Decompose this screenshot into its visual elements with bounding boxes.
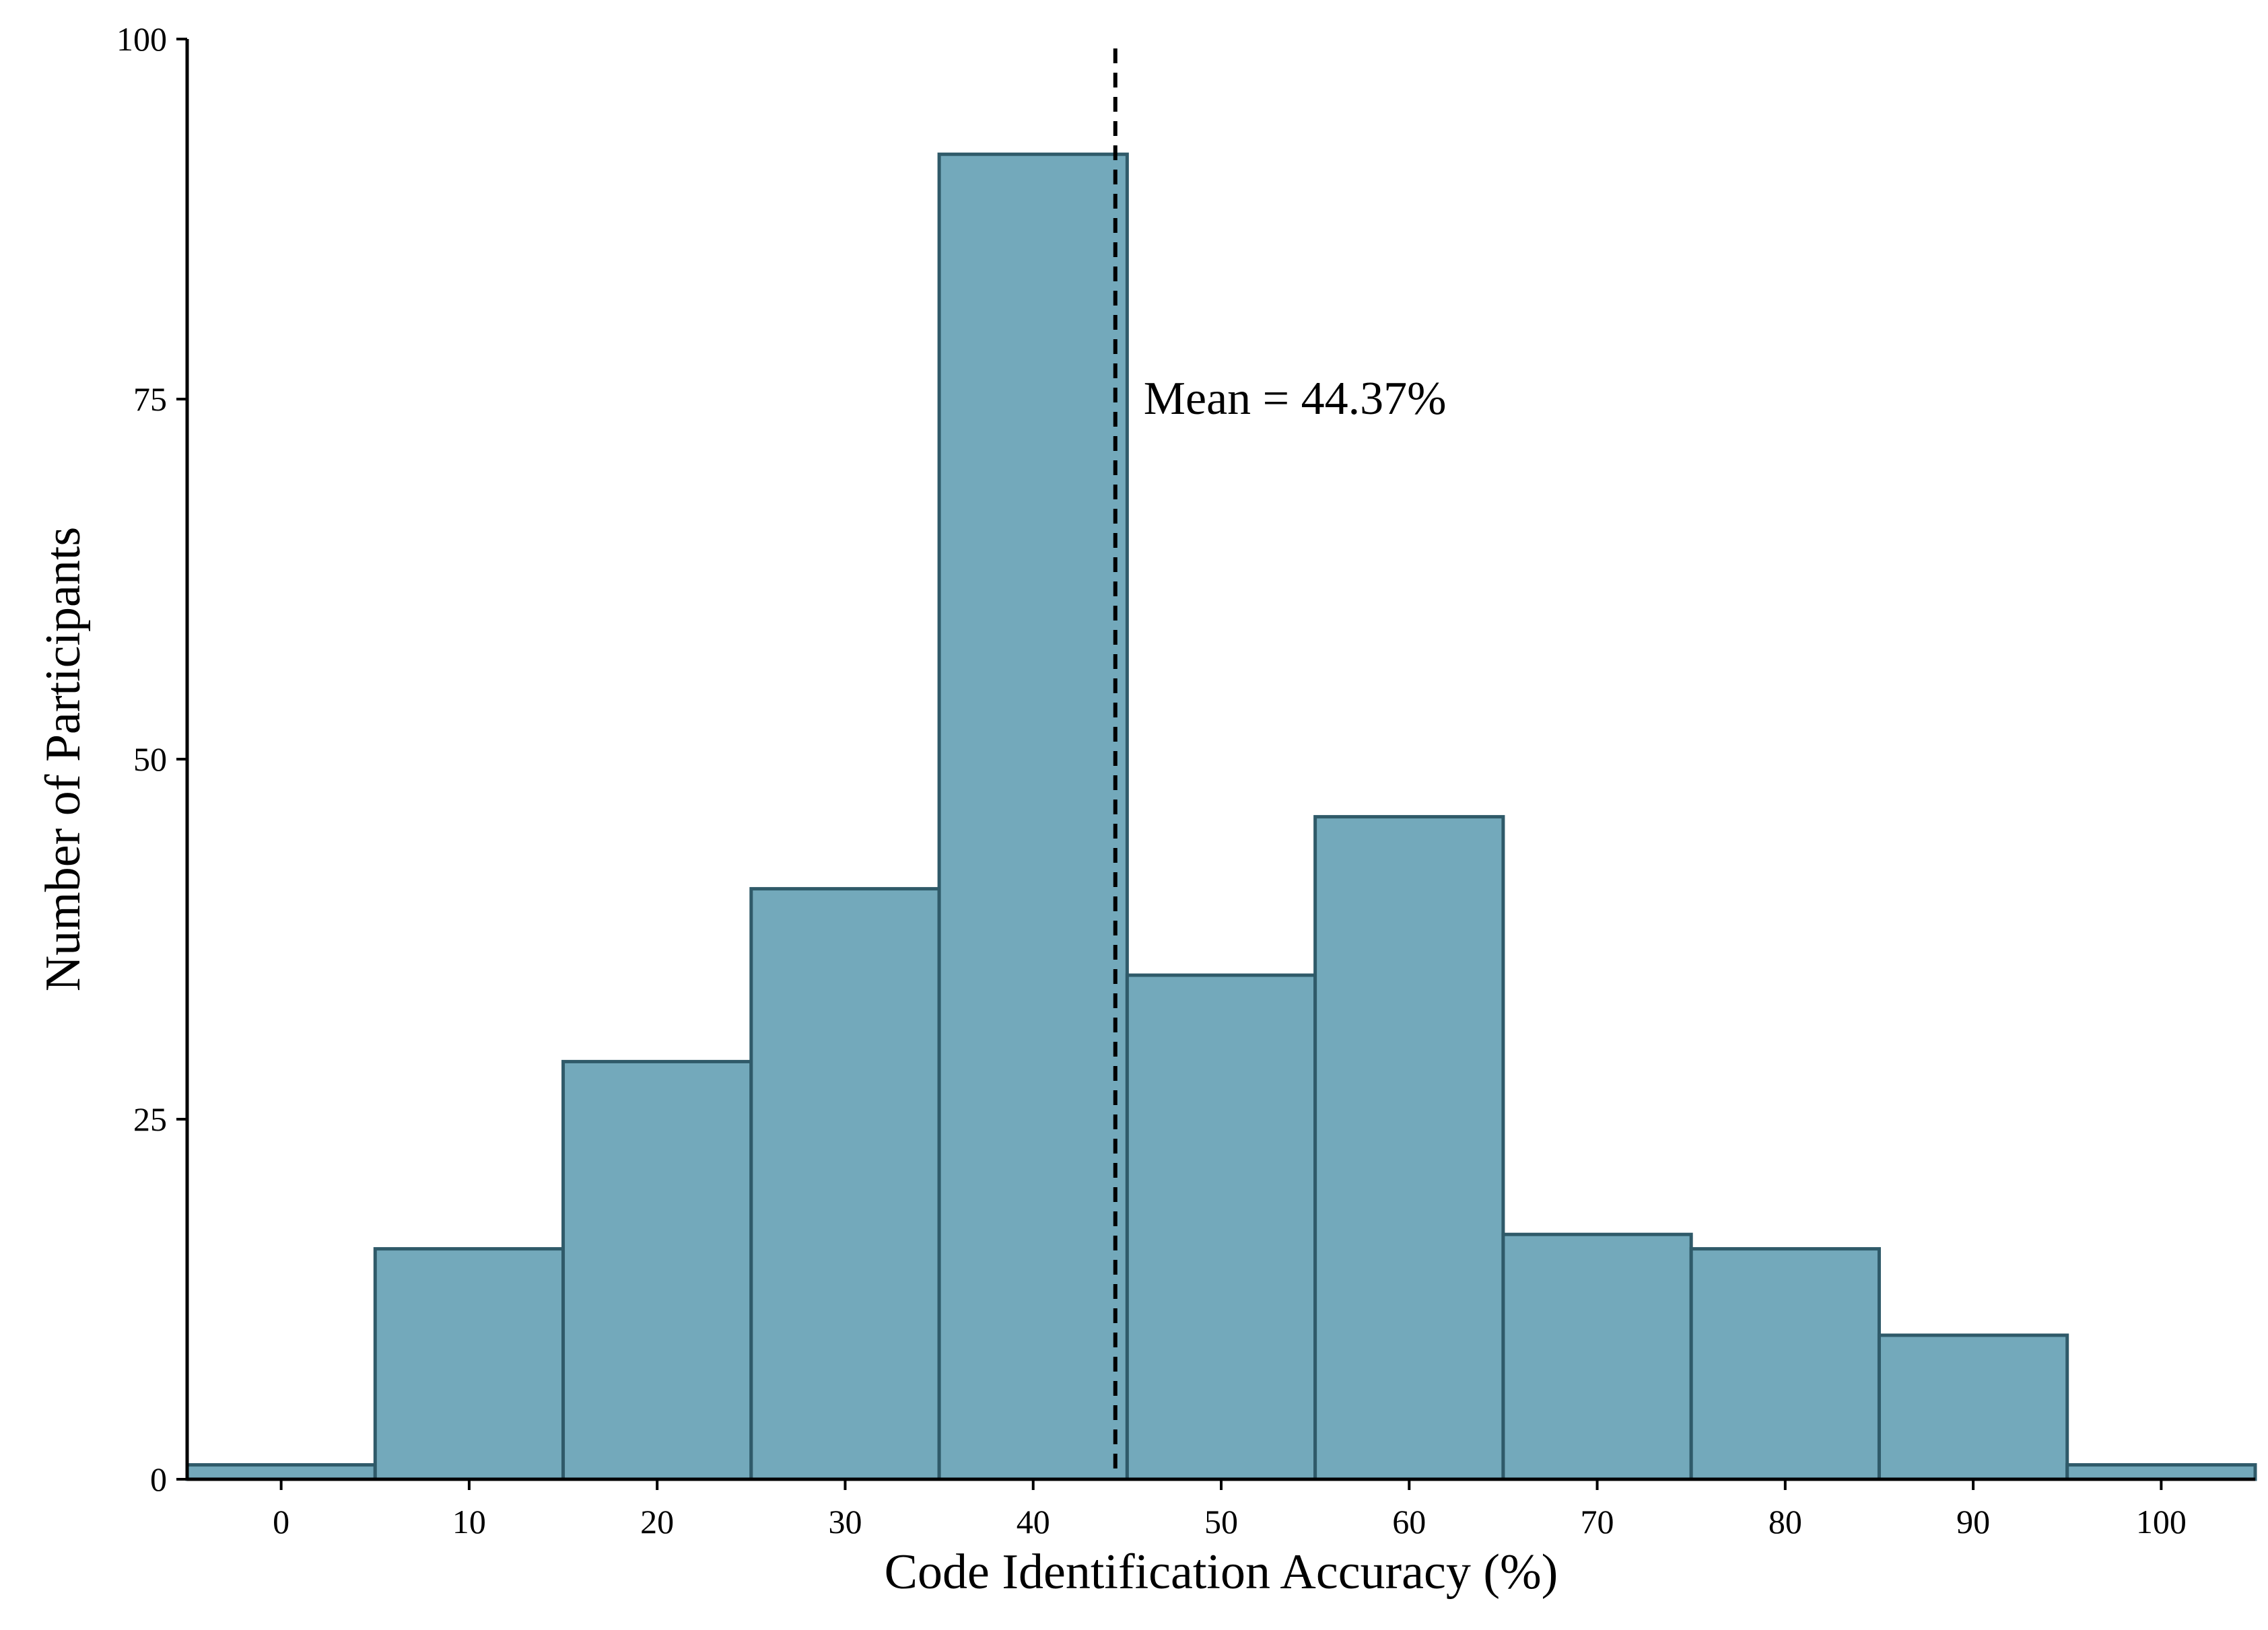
x-tick-label-0: 0 — [273, 1503, 289, 1540]
x-tick-label-10: 10 — [452, 1503, 486, 1540]
y-tick-label-100: 100 — [116, 20, 167, 58]
histogram-bar-50 — [1125, 973, 1317, 1481]
histogram-bar-70 — [1501, 1232, 1693, 1481]
histogram-bar-60 — [1313, 815, 1505, 1481]
histogram-bar-90 — [1877, 1333, 2069, 1481]
y-tick-label-0: 0 — [150, 1460, 167, 1498]
bars-group — [185, 152, 2257, 1481]
ticks-group: 0 10 20 30 40 50 60 70 80 90 100 0 25 50 75 100 — [116, 20, 2187, 1540]
histogram-bar-10 — [373, 1247, 565, 1481]
y-axis-title: Number of Participants — [36, 527, 91, 992]
histogram-bar-80 — [1689, 1247, 1881, 1481]
x-tick-label-70: 70 — [1581, 1503, 1614, 1540]
x-tick-label-30: 30 — [828, 1503, 862, 1540]
histogram-bar-30 — [749, 887, 941, 1481]
histogram-bar-20 — [561, 1059, 753, 1481]
y-tick-label-50: 50 — [133, 740, 167, 778]
histogram-bar-40 — [937, 152, 1129, 1481]
histogram-bar-100 — [2065, 1463, 2257, 1481]
x-tick-label-60: 60 — [1392, 1503, 1426, 1540]
y-tick-label-75: 75 — [133, 380, 167, 418]
x-tick-label-20: 20 — [640, 1503, 674, 1540]
histogram-bar-0 — [185, 1463, 377, 1481]
x-tick-label-80: 80 — [1768, 1503, 1802, 1540]
mean-label: Mean = 44.37% — [1144, 373, 1447, 425]
x-tick-label-50: 50 — [1204, 1503, 1238, 1540]
x-tick-label-40: 40 — [1017, 1503, 1050, 1540]
x-axis-title: Code Identification Accuracy (%) — [885, 1545, 1558, 1600]
x-tick-label-90: 90 — [1956, 1503, 1990, 1540]
y-tick-label-25: 25 — [133, 1100, 167, 1138]
x-tick-label-100: 100 — [2136, 1503, 2187, 1540]
